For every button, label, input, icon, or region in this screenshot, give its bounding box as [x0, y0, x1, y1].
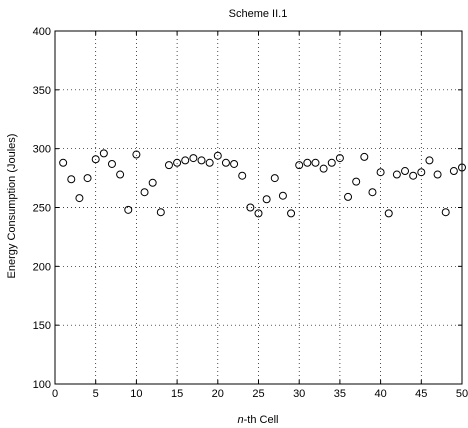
data-point — [311, 158, 320, 167]
y-tick-label: 200 — [33, 261, 51, 273]
data-point — [148, 178, 157, 187]
y-tick-label: 150 — [33, 320, 51, 332]
data-point — [59, 158, 68, 167]
data-point — [417, 168, 426, 177]
data-point — [75, 194, 84, 203]
data-point — [270, 174, 279, 183]
y-tick-label: 100 — [33, 379, 51, 391]
y-tick-label: 250 — [33, 203, 51, 215]
x-tick-label: 50 — [456, 388, 468, 400]
data-point — [335, 154, 344, 163]
data-point — [230, 159, 239, 168]
x-tick-label: 45 — [415, 388, 427, 400]
x-tick-label: 30 — [293, 388, 305, 400]
data-point — [132, 150, 141, 159]
data-point — [116, 170, 125, 179]
data-point — [238, 171, 247, 180]
data-point — [303, 158, 312, 167]
data-point — [197, 156, 206, 165]
data-point — [376, 168, 385, 177]
data-point — [156, 208, 165, 217]
y-axis-title: Energy Consumption (Joules) — [6, 134, 18, 279]
x-tick-label: 20 — [212, 388, 224, 400]
data-point — [392, 170, 401, 179]
x-axis-title-variable: n — [238, 414, 244, 426]
data-point — [319, 164, 328, 173]
data-point — [458, 163, 466, 172]
data-point — [449, 167, 458, 176]
x-axis-title: n-th Cell — [238, 414, 279, 426]
data-point — [213, 151, 222, 160]
data-point — [368, 188, 377, 197]
data-point — [189, 154, 198, 163]
data-point — [327, 158, 336, 167]
data-point — [384, 209, 393, 218]
data-point — [205, 158, 214, 167]
data-point — [83, 174, 92, 183]
x-tick-label: 40 — [374, 388, 386, 400]
data-point — [173, 158, 182, 167]
data-point — [91, 155, 100, 164]
data-point — [107, 159, 116, 168]
x-tick-label: 0 — [52, 388, 58, 400]
x-tick-label: 5 — [93, 388, 99, 400]
data-point — [409, 171, 418, 180]
axis-ticks: 0 5 10 15 20 25 30 35 40 45 50 100 150 200 250 300 350 40… — [33, 26, 468, 400]
data-point — [441, 208, 450, 217]
x-tick-label: 10 — [130, 388, 142, 400]
data-point — [221, 158, 230, 167]
data-point — [352, 177, 361, 186]
x-tick-label: 35 — [334, 388, 346, 400]
data-point — [344, 192, 353, 201]
data-point — [140, 188, 149, 197]
data-point — [246, 203, 255, 212]
y-tick-label: 350 — [33, 85, 51, 97]
data-point — [254, 209, 263, 218]
x-tick-label: 25 — [252, 388, 264, 400]
data-point — [287, 209, 296, 218]
data-point — [124, 205, 133, 214]
data-point — [67, 175, 76, 184]
data-point — [262, 195, 271, 204]
data-point — [401, 167, 410, 176]
data-point — [164, 161, 173, 170]
data-point — [278, 191, 287, 200]
data-point — [295, 161, 304, 170]
data-point — [181, 156, 190, 165]
chart-title: Scheme II.1 — [229, 8, 288, 20]
data-point — [360, 152, 369, 161]
y-tick-label: 300 — [33, 144, 51, 156]
y-tick-label: 400 — [33, 26, 51, 38]
data-points — [59, 149, 466, 218]
data-point — [425, 156, 434, 165]
x-axis-title-text: -th Cell — [244, 414, 279, 426]
data-point — [99, 149, 108, 158]
x-tick-label: 15 — [171, 388, 183, 400]
grid — [55, 31, 462, 384]
data-point — [433, 170, 442, 179]
